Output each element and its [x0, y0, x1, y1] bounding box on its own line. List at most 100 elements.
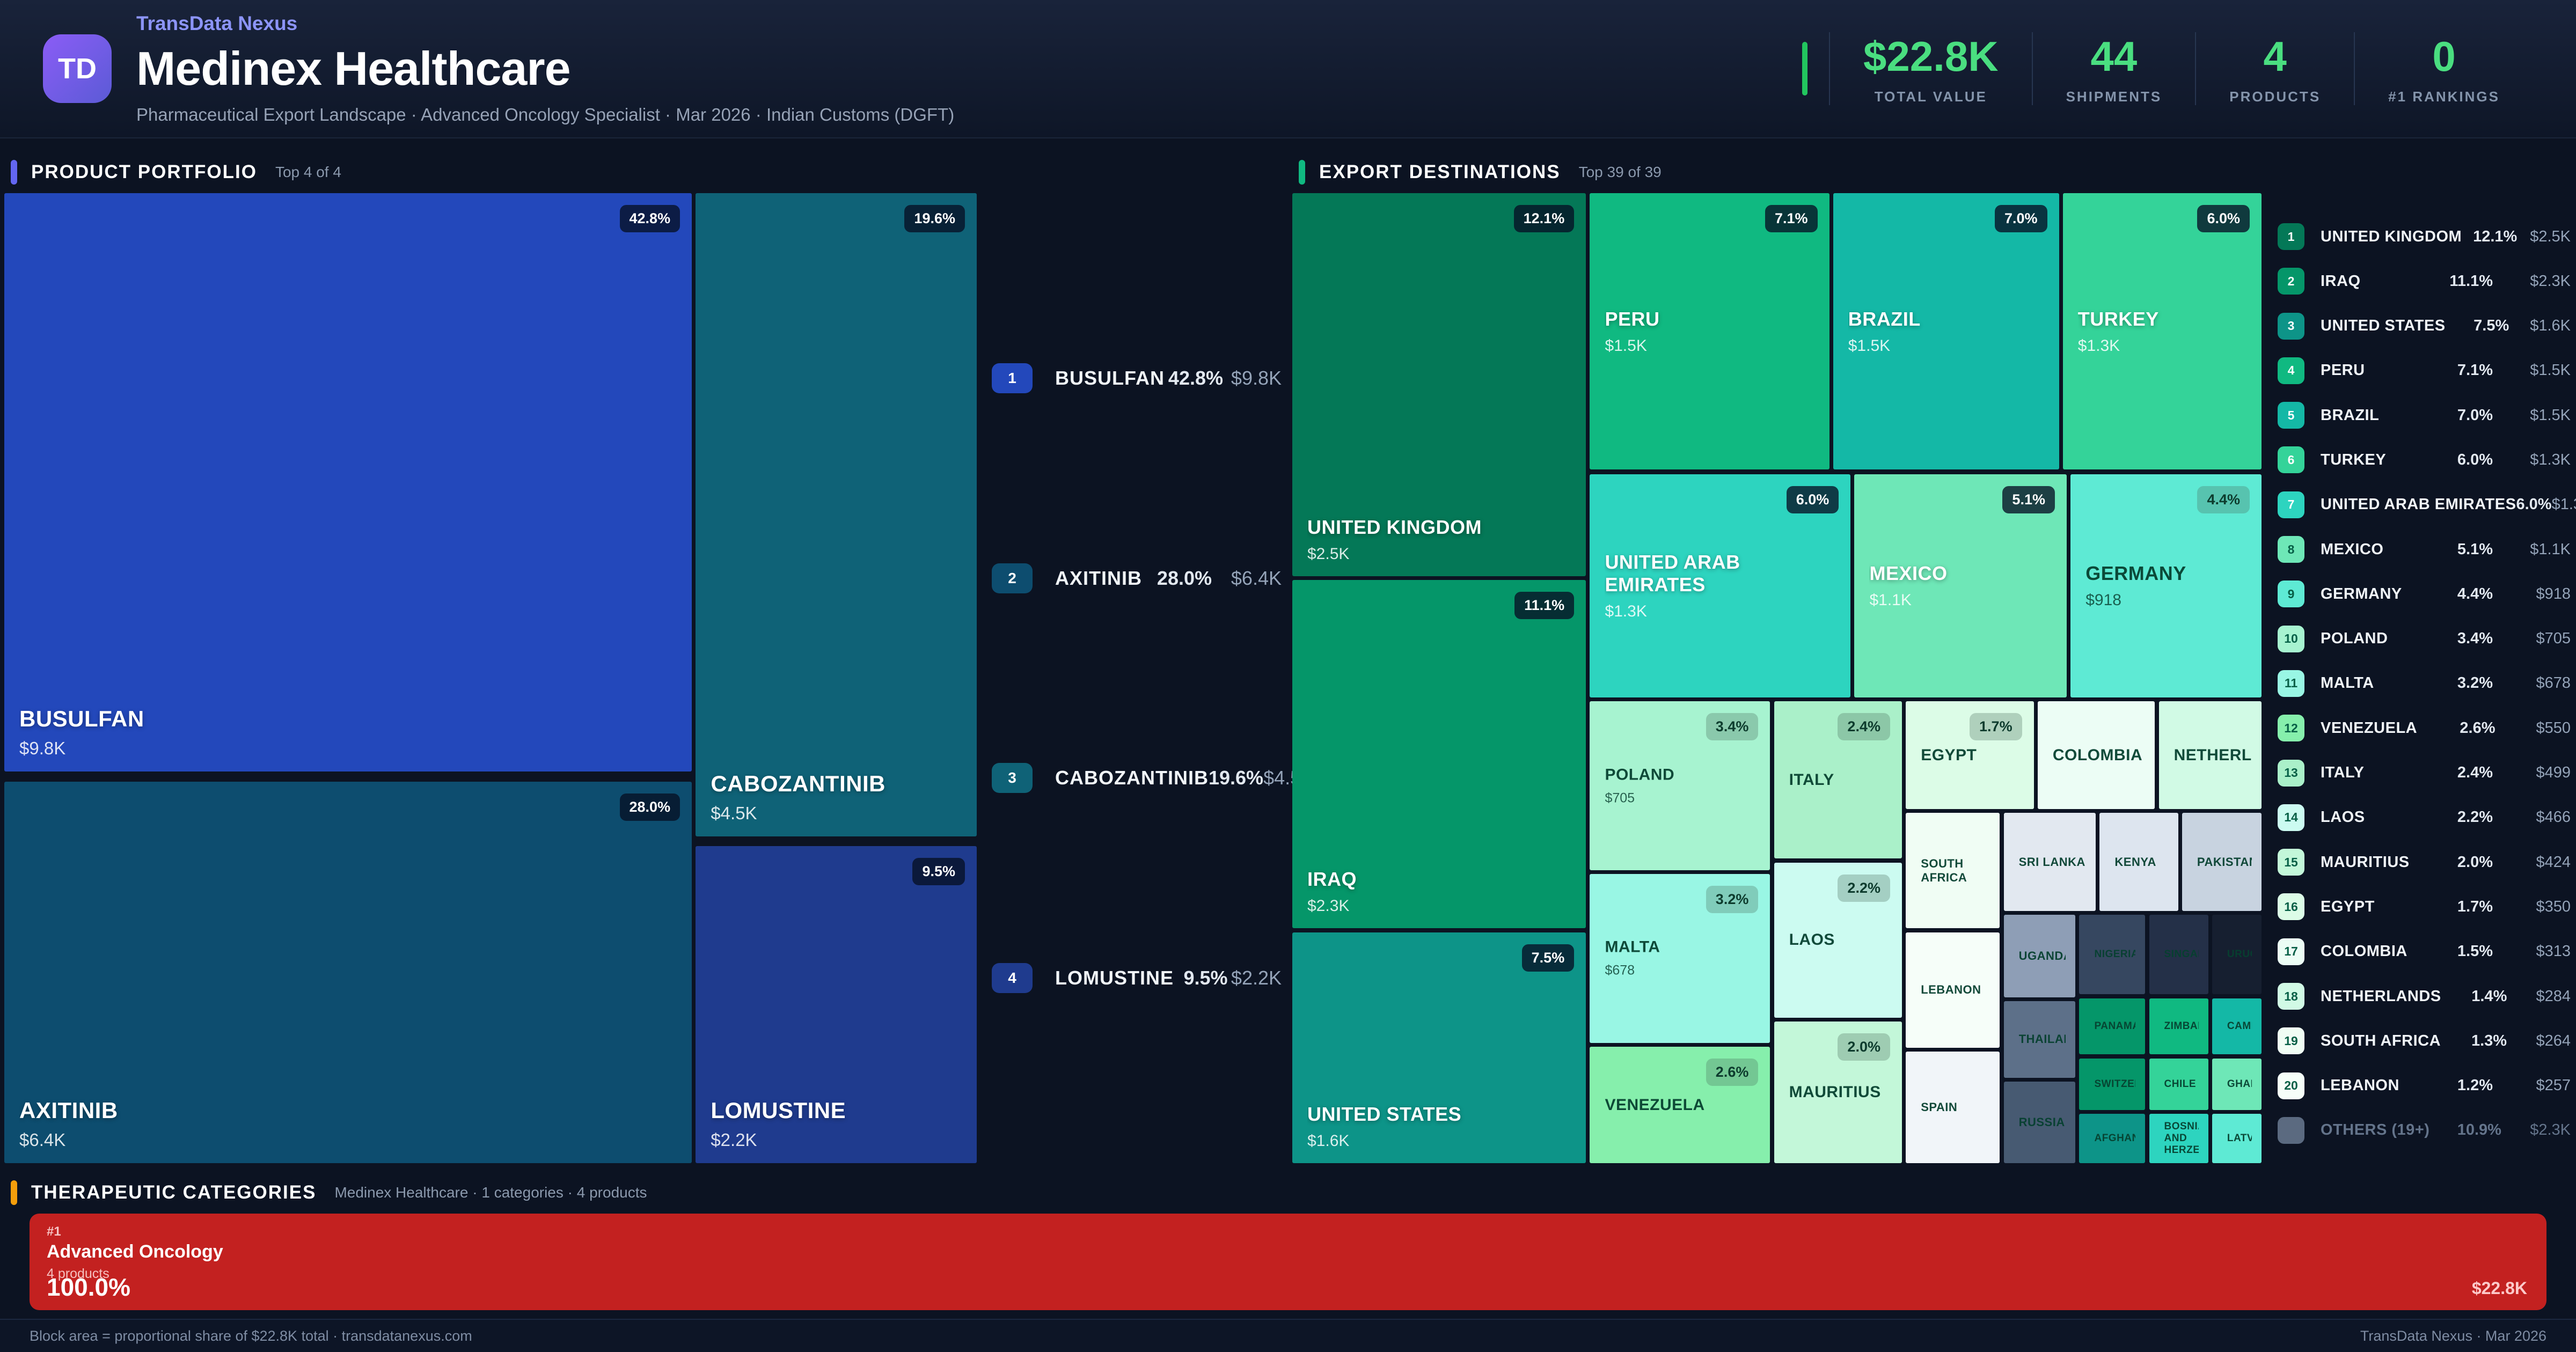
- destination-block-kenya[interactable]: KENYA: [2099, 813, 2178, 911]
- destination-legend-row-laos[interactable]: 14 LAOS 2.2% $466: [2278, 804, 2571, 831]
- destination-legend-row-poland[interactable]: 10 POLAND 3.4% $705: [2278, 625, 2571, 652]
- destination-block-nigeria[interactable]: NIGERIA: [2079, 915, 2146, 995]
- destination-block-switzerland[interactable]: SWITZERLAND: [2079, 1058, 2146, 1110]
- destination-block-zimbabwe[interactable]: ZIMBABWE: [2149, 998, 2208, 1055]
- destination-block-venezuela[interactable]: 2.6% VENEZUELA: [1590, 1047, 1770, 1163]
- block-label: BRAZIL $1.5K: [1848, 308, 2050, 355]
- stat-shipments: 44 SHIPMENTS: [2031, 32, 2196, 105]
- legend-destination-share: 7.1%: [2457, 362, 2493, 379]
- legend-product-value: $2.2K: [1231, 967, 1282, 989]
- block-label: ZIMBABWE: [2164, 1020, 2199, 1032]
- destination-legend-row-mexico[interactable]: 8 MEXICO 5.1% $1.1K: [2278, 536, 2571, 563]
- block-name: NETHERLANDS: [2174, 746, 2252, 764]
- destination-block-mauritius[interactable]: 2.0% MAURITIUS: [1774, 1022, 1902, 1163]
- destination-block-germany[interactable]: 4.4% GERMANY $918: [2070, 474, 2262, 698]
- destination-legend-row-lebanon[interactable]: 20 LEBANON 1.2% $257: [2278, 1072, 2571, 1099]
- destination-legend-row-south-africa[interactable]: 19 SOUTH AFRICA 1.3% $264: [2278, 1027, 2571, 1055]
- block-name: GERMANY: [2085, 562, 2186, 585]
- destination-block-peru[interactable]: 7.1% PERU $1.5K: [1590, 193, 1829, 470]
- block-label: LATVIA: [2227, 1133, 2252, 1144]
- destination-block-spain[interactable]: SPAIN: [1906, 1052, 2000, 1163]
- product-block-lomustine[interactable]: 9.5% LOMUSTINE $2.2K: [696, 846, 977, 1163]
- product-legend-row-lomustine[interactable]: 4 LOMUSTINE 9.5% $2.2K: [992, 963, 1282, 994]
- destination-legend-row-others[interactable]: OTHERS (19+) 10.9% $2.3K: [2278, 1116, 2571, 1144]
- rank-badge: 14: [2278, 804, 2304, 831]
- destination-block-egypt[interactable]: 1.7% EGYPT: [1906, 701, 2034, 810]
- destination-block-sri-lanka[interactable]: SRI LANKA: [2003, 813, 2096, 911]
- legend-destination-value: $1.6K: [2530, 317, 2571, 335]
- destination-legend-row-iraq[interactable]: 2 IRAQ 11.1% $2.3K: [2278, 268, 2571, 295]
- product-block-axitinib[interactable]: 28.0% AXITINIB $6.4K: [4, 782, 692, 1163]
- destination-legend-row-brazil[interactable]: 5 BRAZIL 7.0% $1.5K: [2278, 402, 2571, 429]
- destination-block-uruguay[interactable]: URUGUAY: [2212, 915, 2262, 995]
- destination-legend-row-egypt[interactable]: 16 EGYPT 1.7% $350: [2278, 893, 2571, 921]
- destination-block-russia[interactable]: RUSSIA: [2003, 1082, 2076, 1163]
- destination-legend-row-turkey[interactable]: 6 TURKEY 6.0% $1.3K: [2278, 446, 2571, 474]
- destination-block-ghana[interactable]: GHANA: [2212, 1058, 2262, 1110]
- block-label: CABOZANTINIB $4.5K: [711, 771, 967, 824]
- destination-block-laos[interactable]: 2.2% LAOS: [1774, 862, 1902, 1018]
- block-label: SPAIN: [1921, 1100, 1990, 1114]
- destination-block-united-states[interactable]: 7.5% UNITED STATES $1.6K: [1292, 932, 1586, 1163]
- destination-block-chile[interactable]: CHILE: [2149, 1058, 2208, 1110]
- destination-block-poland[interactable]: 3.4% POLAND $705: [1590, 701, 1770, 870]
- product-block-busulfan[interactable]: 42.8% BUSULFAN $9.8K: [4, 193, 692, 771]
- rank-badge: 3: [992, 763, 1033, 793]
- legend-destination-name: GERMANY: [2321, 585, 2402, 602]
- category-bar-advanced-oncology[interactable]: #1 Advanced Oncology 4 products 100.0% $…: [30, 1214, 2546, 1310]
- destination-block-italy[interactable]: 2.4% ITALY: [1774, 701, 1902, 859]
- destination-block-brazil[interactable]: 7.0% BRAZIL $1.5K: [1833, 193, 2059, 470]
- destination-block-afghanistan[interactable]: AFGHANISTAN: [2079, 1113, 2146, 1163]
- destination-block-turkey[interactable]: 6.0% TURKEY $1.3K: [2062, 193, 2262, 470]
- share-badge: 6.0%: [1786, 486, 1839, 514]
- destination-legend-row-malta[interactable]: 11 MALTA 3.2% $678: [2278, 670, 2571, 697]
- destination-block-cambodia[interactable]: CAMBODIA: [2212, 998, 2262, 1055]
- destination-legend-row-venezuela[interactable]: 12 VENEZUELA 2.6% $550: [2278, 715, 2571, 742]
- product-section-header: PRODUCT PORTFOLIO Top 4 of 4: [11, 148, 341, 196]
- destination-legend-row-germany[interactable]: 9 GERMANY 4.4% $918: [2278, 581, 2571, 608]
- product-legend-row-busulfan[interactable]: 1 BUSULFAN 42.8% $9.8K: [992, 363, 1282, 393]
- block-name: LATVIA: [2227, 1132, 2252, 1144]
- rank-badge: 3: [2278, 312, 2304, 340]
- brand-name: TransData Nexus: [136, 12, 298, 34]
- destination-block-colombia[interactable]: COLOMBIA: [2037, 701, 2155, 810]
- section-title: PRODUCT PORTFOLIO: [31, 161, 257, 182]
- destination-legend-row-peru[interactable]: 4 PERU 7.1% $1.5K: [2278, 357, 2571, 384]
- destination-legend-row-mauritius[interactable]: 15 MAURITIUS 2.0% $424: [2278, 849, 2571, 876]
- destination-legend-row-netherlands[interactable]: 18 NETHERLANDS 1.4% $284: [2278, 983, 2571, 1010]
- share-badge: 2.2%: [1838, 874, 1890, 902]
- destination-block-united-arab-emirates[interactable]: 6.0% UNITED ARAB EMIRATES $1.3K: [1590, 474, 1851, 698]
- destination-legend-row-italy[interactable]: 13 ITALY 2.4% $499: [2278, 759, 2571, 787]
- destination-block-netherlands[interactable]: NETHERLANDS: [2158, 701, 2262, 810]
- destination-block-latvia[interactable]: LATVIA: [2212, 1113, 2262, 1163]
- destination-block-united-kingdom[interactable]: 12.1% UNITED KINGDOM $2.5K: [1292, 193, 1586, 577]
- destination-block-malta[interactable]: 3.2% MALTA $678: [1590, 874, 1770, 1043]
- destination-block-lebanon[interactable]: LEBANON: [1906, 932, 2000, 1048]
- block-label: MAURITIUS: [1789, 1083, 1892, 1101]
- product-legend-row-axitinib[interactable]: 2 AXITINIB 28.0% $6.4K: [992, 563, 1282, 593]
- destination-block-south-africa[interactable]: SOUTH AFRICA: [1906, 813, 2000, 929]
- block-name: MAURITIUS: [1789, 1083, 1881, 1101]
- rank-badge: 11: [2278, 670, 2304, 697]
- destination-legend-row-colombia[interactable]: 17 COLOMBIA 1.5% $313: [2278, 938, 2571, 965]
- destination-block-panama[interactable]: PANAMA: [2079, 998, 2146, 1055]
- destination-legend-row-united-kingdom[interactable]: 1 UNITED KINGDOM 12.1% $2.5K: [2278, 223, 2571, 250]
- legend-destination-share: 4.4%: [2457, 585, 2493, 602]
- destination-block-singapore[interactable]: SINGAPORE: [2149, 915, 2208, 995]
- destination-block-iraq[interactable]: 11.1% IRAQ $2.3K: [1292, 580, 1586, 929]
- legend-destination-name: PERU: [2321, 362, 2365, 379]
- section-accent-bar: [11, 160, 17, 185]
- product-legend-row-cabozantinib[interactable]: 3 CABOZANTINIB 19.6% $4.5K: [992, 763, 1314, 793]
- block-label: UGANDA: [2019, 949, 2066, 963]
- destination-block-uganda[interactable]: UGANDA: [2003, 915, 2076, 997]
- block-name: LOMUSTINE: [711, 1097, 846, 1123]
- product-block-cabozantinib[interactable]: 19.6% CABOZANTINIB $4.5K: [696, 193, 977, 836]
- destination-block-thailand[interactable]: THAILAND: [2003, 1001, 2076, 1078]
- block-label: UNITED ARAB EMIRATES $1.3K: [1605, 551, 1841, 621]
- destination-block-pakistan[interactable]: PAKISTAN: [2182, 813, 2262, 911]
- rank-badge: 13: [2278, 759, 2304, 787]
- destination-block-mexico[interactable]: 5.1% MEXICO $1.1K: [1854, 474, 2067, 698]
- destination-legend-row-united-states[interactable]: 3 UNITED STATES 7.5% $1.6K: [2278, 312, 2571, 340]
